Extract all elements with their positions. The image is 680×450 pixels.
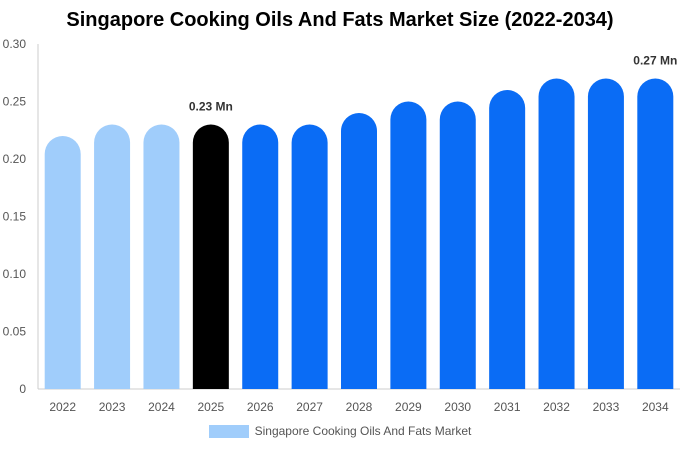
bar-2024 (143, 124, 180, 389)
x-tick-label: 2024 (148, 400, 175, 414)
y-tick-label: 0.20 (3, 152, 27, 166)
x-tick-label: 2031 (494, 400, 521, 414)
x-tick-label: 2030 (444, 400, 471, 414)
x-tick-label: 2022 (49, 400, 76, 414)
data-label: 0.27 Mn (633, 54, 677, 68)
x-tick-label: 2027 (296, 400, 323, 414)
bar-2030 (439, 101, 476, 389)
bar-2029 (390, 101, 427, 389)
data-label: 0.23 Mn (189, 100, 233, 114)
y-tick-label: 0.30 (3, 37, 27, 51)
legend-label: Singapore Cooking Oils And Fats Market (254, 424, 472, 438)
chart-title: Singapore Cooking Oils And Fats Market S… (66, 9, 614, 31)
y-tick-label: 0.05 (3, 325, 27, 339)
x-tick-label: 2023 (99, 400, 126, 414)
bar-2027 (291, 124, 328, 389)
y-tick-label: 0 (19, 382, 26, 396)
x-tick-label: 2025 (197, 400, 224, 414)
bar-2034 (637, 78, 674, 389)
bar-2032 (538, 78, 575, 389)
bar-2023 (94, 124, 131, 389)
x-tick-label: 2034 (642, 400, 669, 414)
bar-2028 (341, 113, 377, 389)
bar-2022 (44, 136, 81, 389)
bar-2033 (587, 78, 624, 389)
x-tick-label: 2026 (247, 400, 274, 414)
x-tick-label: 2032 (543, 400, 570, 414)
y-tick-label: 0.15 (3, 210, 27, 224)
legend-swatch (208, 424, 249, 438)
x-tick-label: 2028 (346, 400, 373, 414)
bar-2026 (242, 124, 279, 389)
x-tick-label: 2029 (395, 400, 422, 414)
y-tick-label: 0.10 (3, 267, 27, 281)
legend: Singapore Cooking Oils And Fats Market (0, 424, 680, 438)
bar-2025 (192, 124, 229, 389)
bar-2031 (489, 89, 526, 389)
x-tick-label: 2033 (593, 400, 620, 414)
y-tick-label: 0.25 (3, 95, 27, 109)
